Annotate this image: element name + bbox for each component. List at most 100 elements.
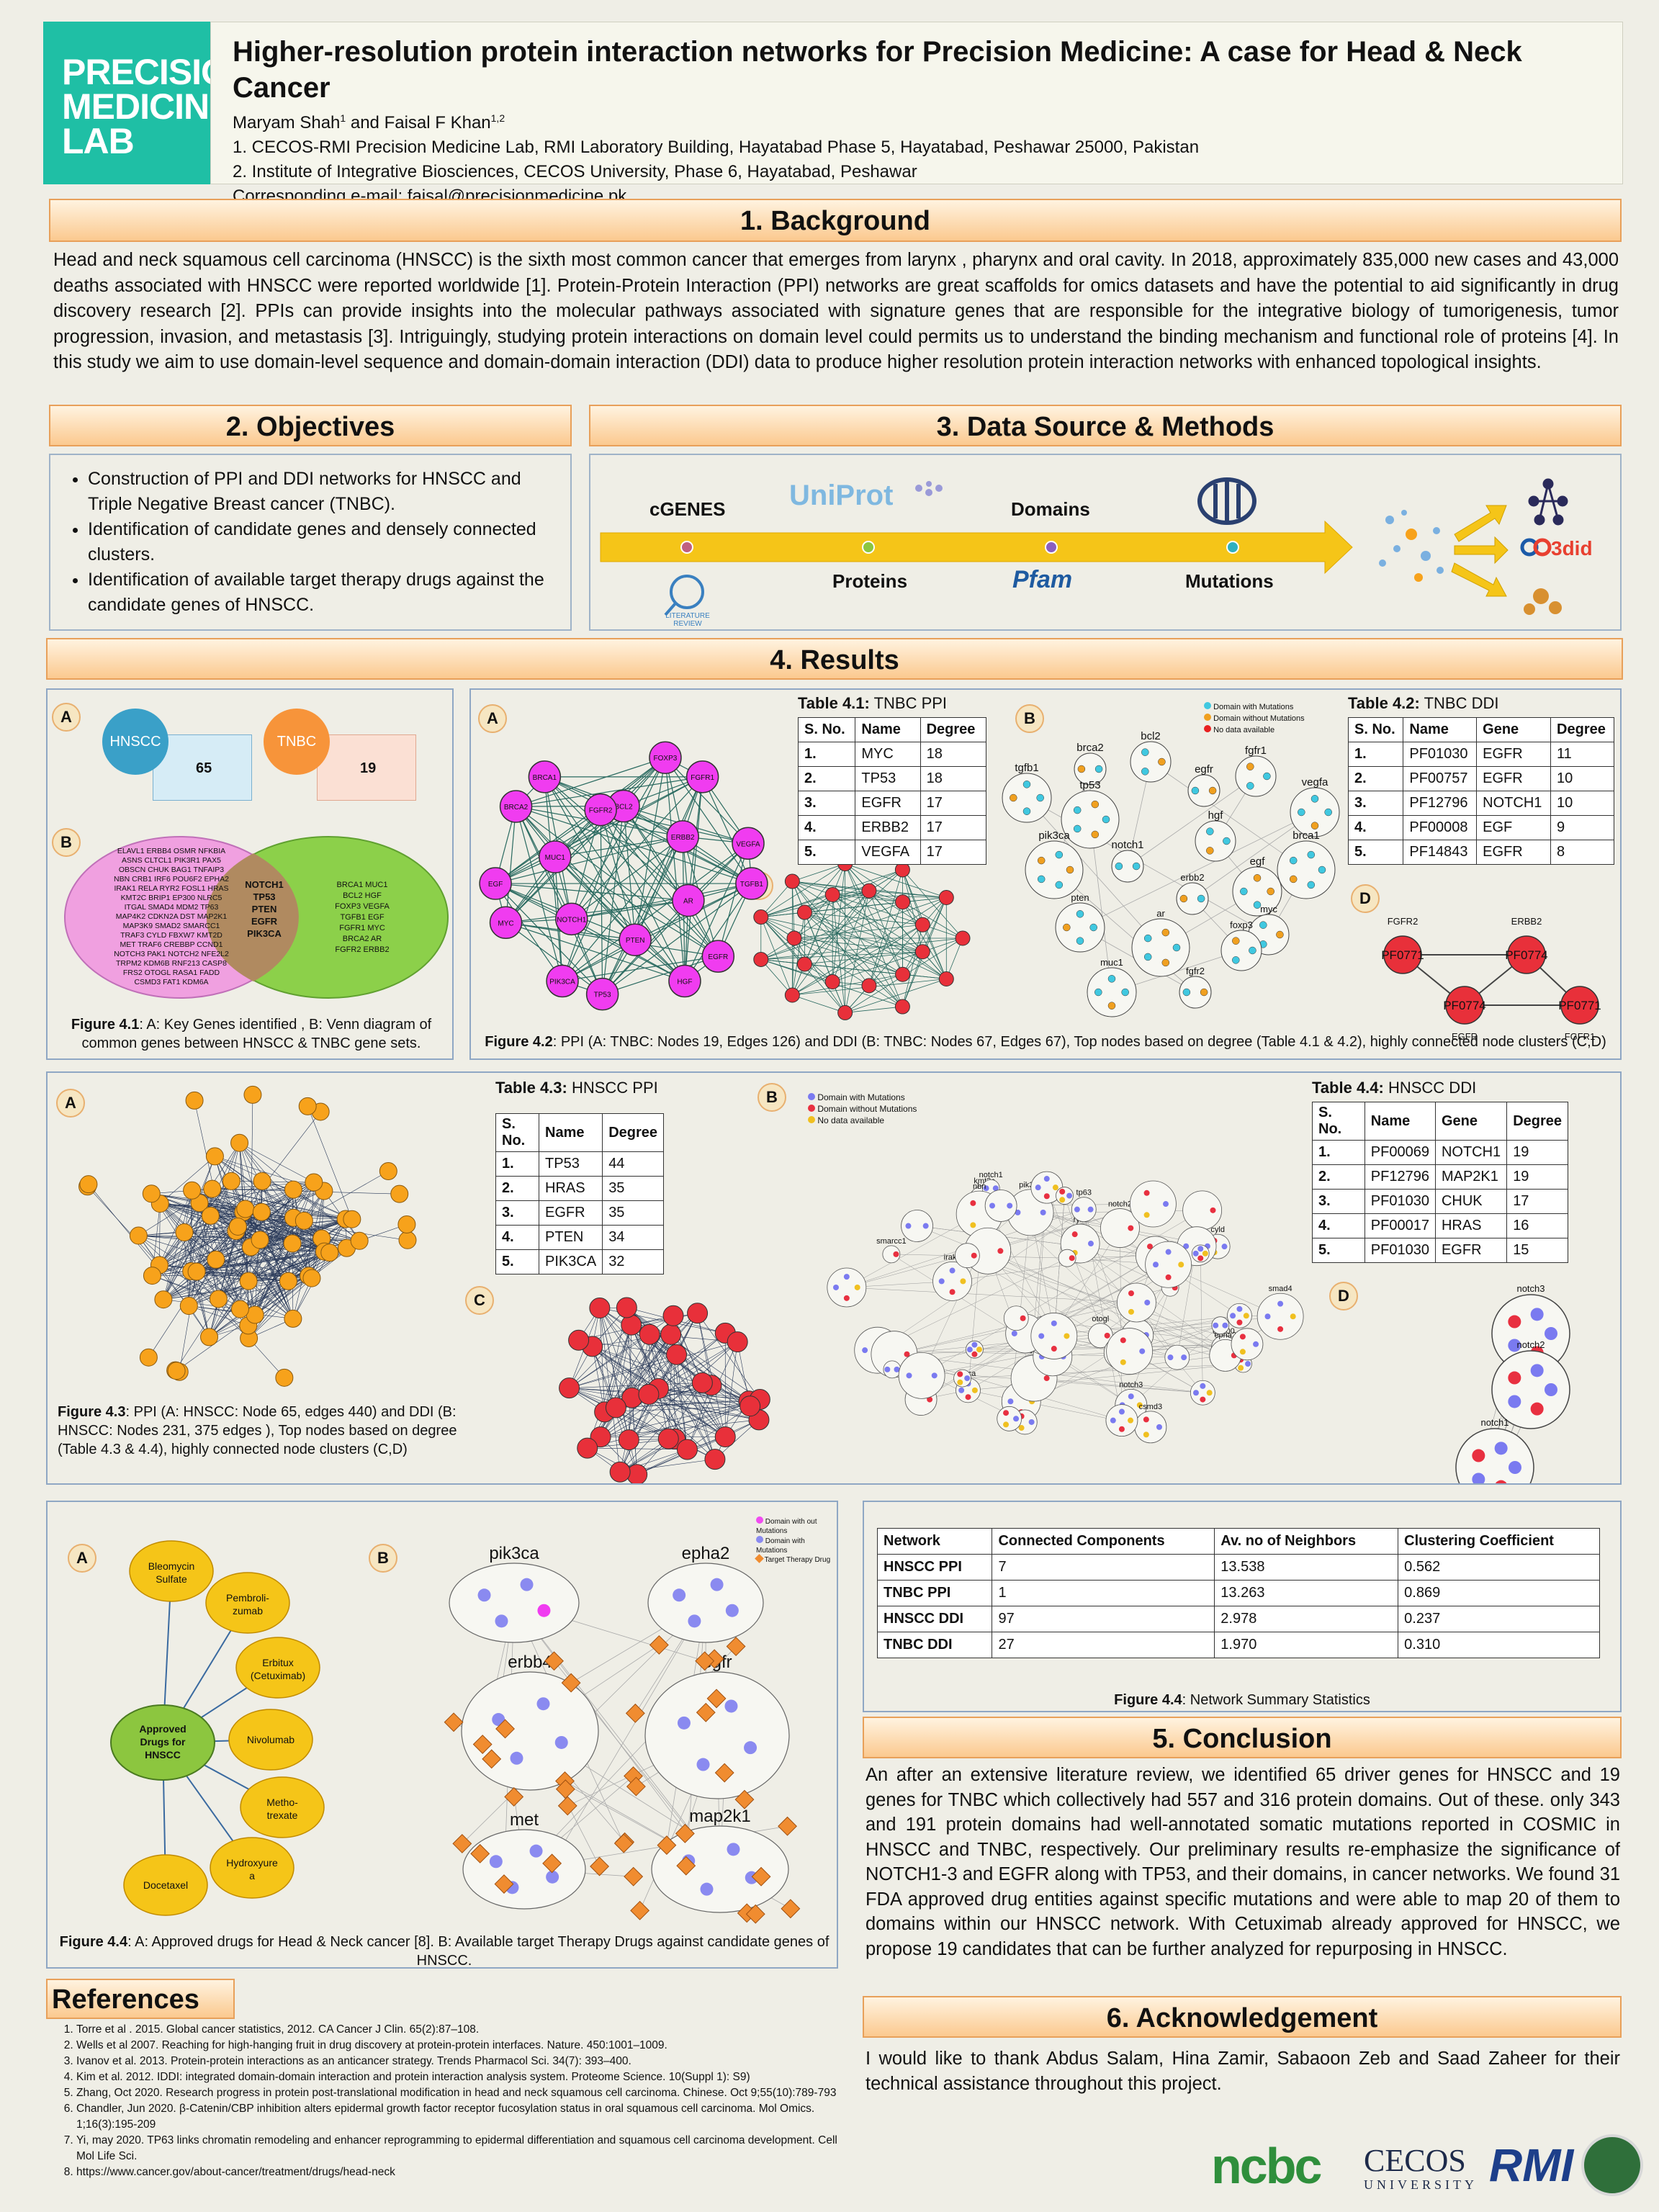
ppi-node — [129, 1226, 148, 1245]
table-cell: VEGFA — [855, 840, 921, 865]
target-drug-node — [696, 1702, 716, 1722]
cluster-edge — [922, 925, 947, 979]
cluster-edge — [791, 912, 805, 996]
cluster-label: vegfa — [1302, 776, 1328, 788]
ddi-d-gene-label: notch3 — [1516, 1283, 1545, 1294]
cluster-edge — [792, 924, 923, 996]
ppi-node-label: FGFR2 — [589, 807, 613, 815]
domain-node — [724, 1699, 738, 1713]
table-cell: 19 — [1506, 1164, 1568, 1190]
ppi-edge — [293, 1218, 309, 1276]
cluster-label: met — [510, 1810, 539, 1830]
domain-cluster — [1100, 1208, 1140, 1248]
cluster-label: egf — [1250, 855, 1266, 868]
table-cell: TP53 — [855, 766, 921, 791]
ppi-edge — [212, 1188, 400, 1195]
table-row: 3. EGFR 35 — [495, 1200, 664, 1226]
target-drug-node — [630, 1900, 650, 1920]
cluster-edge — [845, 863, 947, 898]
ddi-edge — [1079, 811, 1316, 928]
table-cell: MAP2K1 — [1434, 1164, 1508, 1190]
cluster-edge — [832, 894, 903, 903]
domain-cluster — [462, 1829, 586, 1910]
cluster-edge — [902, 869, 923, 925]
domain-node — [843, 1274, 850, 1280]
cluster-edge — [760, 959, 793, 996]
domain-node — [964, 1375, 971, 1382]
ppi-node-label: TGFB1 — [740, 881, 764, 889]
ppi-node — [619, 923, 652, 956]
reference-item: Zhang, Oct 2020. Research progress in pr… — [76, 2085, 845, 2101]
ppi-edge — [600, 809, 636, 940]
ppi-edge — [160, 1156, 215, 1204]
domain-node — [854, 1284, 860, 1290]
cluster-label: notch1 — [1111, 839, 1143, 851]
ppi-edge — [571, 836, 683, 920]
domain-node — [477, 1588, 491, 1602]
domain-node — [1264, 1313, 1271, 1320]
ppi-node — [302, 1269, 321, 1287]
ppi-edge — [251, 1094, 253, 1247]
ppi-node — [279, 1272, 297, 1290]
ppi-node — [284, 1180, 302, 1199]
domain-node — [1232, 956, 1240, 964]
figure-4-3-caption: Figure 4.3: PPI (A: HNSCC: Node 65, edge… — [58, 1404, 457, 1457]
table-row: 3. PF01030 CHUK 17 — [1312, 1189, 1568, 1214]
reference-item: Ivanov et al. 2013. Protein-protein inte… — [76, 2054, 845, 2069]
domain-cluster — [1256, 1292, 1304, 1340]
domain-node — [1232, 937, 1240, 945]
table-row: 1. PF01030 EGFR 11 — [1347, 742, 1614, 767]
table-cell: 9 — [1550, 815, 1614, 840]
cluster-node — [568, 1329, 590, 1351]
ppi-edge — [571, 883, 752, 920]
domain-node — [1508, 1315, 1521, 1328]
table-4-2: Table 4.2: TNBC DDI S. No. Name Gene Degree… — [1347, 694, 1614, 865]
ppi-node — [179, 1297, 198, 1316]
target-drug-node — [726, 1637, 746, 1656]
domain-node — [1161, 958, 1170, 967]
domain-node — [843, 1295, 850, 1301]
ppi-edge — [138, 1220, 305, 1236]
fig42-graphics: BCL2FOXP3FGFR1ERBB2VEGFATGFB1AREGFRHGFPT… — [479, 730, 1601, 1042]
table-cell: PF00757 — [1403, 766, 1478, 791]
panel-label-a: A — [68, 1544, 96, 1573]
cluster-node — [796, 904, 812, 920]
ppi-edge — [215, 1156, 352, 1220]
domain-node — [971, 1341, 978, 1348]
ppi-edge — [159, 1264, 293, 1319]
ddi-d-gene-label: FGFR1 — [1565, 1031, 1596, 1042]
table-cell: 0.562 — [1398, 1554, 1600, 1581]
domain-node — [1051, 1346, 1057, 1352]
ddi-d-node — [1445, 986, 1484, 1025]
target-drug-node — [482, 1749, 502, 1769]
ppi-edge — [209, 1182, 315, 1338]
table-cell: 1. — [1347, 742, 1404, 767]
affiliation-1: 1. CECOS-RMI Precision Medicine Lab, RMI… — [233, 138, 1200, 157]
table-header-cell: S. No. — [495, 1113, 540, 1152]
ppi-edge — [231, 1181, 314, 1183]
fig44-legend: Domain with out Mutations Domain with Mu… — [755, 1516, 831, 1564]
ppi-edge — [152, 1181, 263, 1276]
cluster-node — [938, 890, 954, 906]
domain-cluster — [1002, 773, 1052, 823]
domain-node — [971, 1252, 977, 1259]
cluster-node — [687, 1303, 709, 1324]
target-drug-node — [555, 1779, 575, 1799]
ppi-node — [205, 1147, 224, 1166]
domain-node — [1120, 1359, 1126, 1365]
domain-cluster — [1058, 1249, 1076, 1267]
hnscc-gene-list: ELAVL1 ERBB4 OSMR NFKBIA ASNS CLTCL1 PIK3… — [114, 847, 229, 986]
ppi-edge — [248, 1181, 263, 1282]
cluster-edge — [804, 912, 923, 925]
drug-label: (Cetuximab) — [251, 1670, 305, 1681]
domain-node — [1200, 988, 1208, 997]
cluster-node — [618, 1429, 639, 1451]
table-cell: 8 — [1550, 840, 1614, 865]
cluster-node — [616, 1297, 637, 1318]
table-4-4: Table 4.4: HNSCC DDI S. No. Name Gene Degre… — [1312, 1079, 1568, 1263]
domain-node — [725, 1604, 739, 1617]
cluster-node — [894, 999, 910, 1015]
reference-item: Torre et al . 2015. Global cancer statis… — [76, 2022, 845, 2038]
table-header-cell: Connected Components — [992, 1528, 1215, 1555]
results-heading: 4. Results — [46, 638, 1623, 680]
